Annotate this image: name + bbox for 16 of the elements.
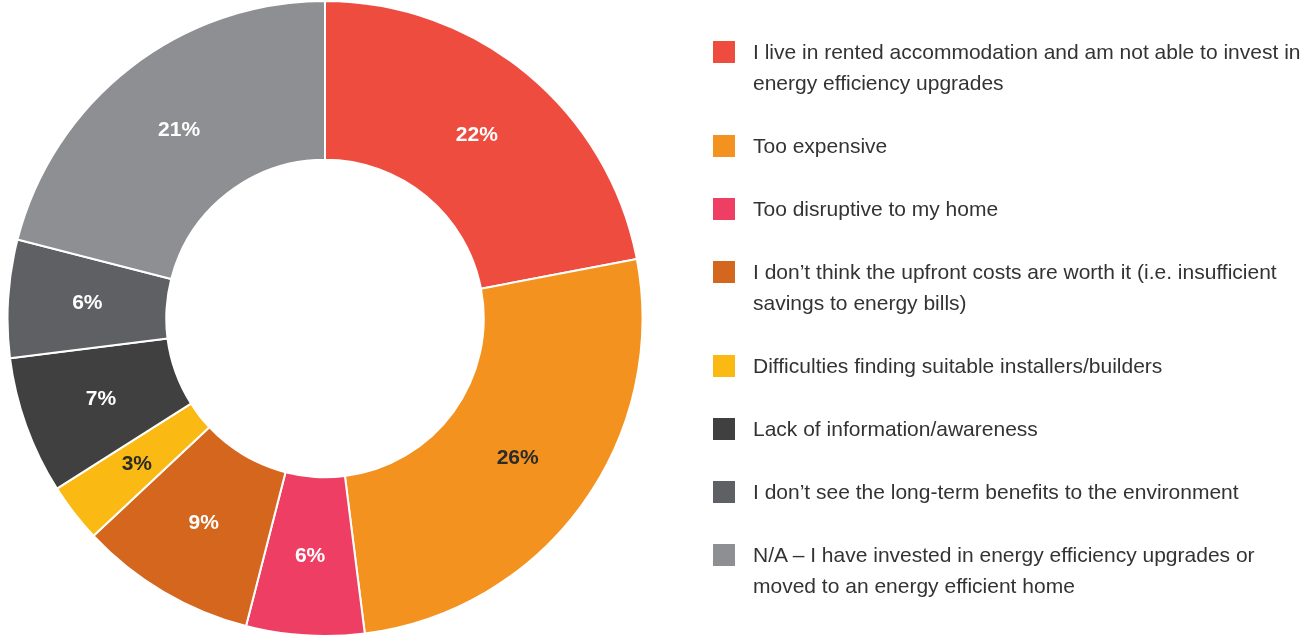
data-label: 9% [188,510,220,534]
legend-label: I don’t see the long-term benefits to the environment [753,479,1239,505]
legend-label: Lack of information/awareness [753,416,1038,442]
legend-label: Too expensive [753,133,888,159]
legend-label: I don’t think the upfront costs are worth it (i.e. insufficient savings to energy bills) [753,259,1278,316]
data-label: 7% [85,385,117,409]
legend-label: I live in rented accommodation and am not able to invest in energy efficiency upgrades [753,39,1302,96]
data-label: 3% [121,451,153,475]
legend-label: N/A – I have invested in energy efficiency upgrades or moved to an energy efficient home [753,542,1256,599]
data-label: 26% [496,445,539,469]
data-label: 6% [294,542,326,566]
data-label: 22% [455,121,499,145]
legend-label: Difficulties finding suitable installers/builders [753,353,1163,379]
data-label: 21% [158,117,201,141]
legend-label: Too disruptive to my home [753,196,999,222]
data-label: 6% [72,290,103,314]
